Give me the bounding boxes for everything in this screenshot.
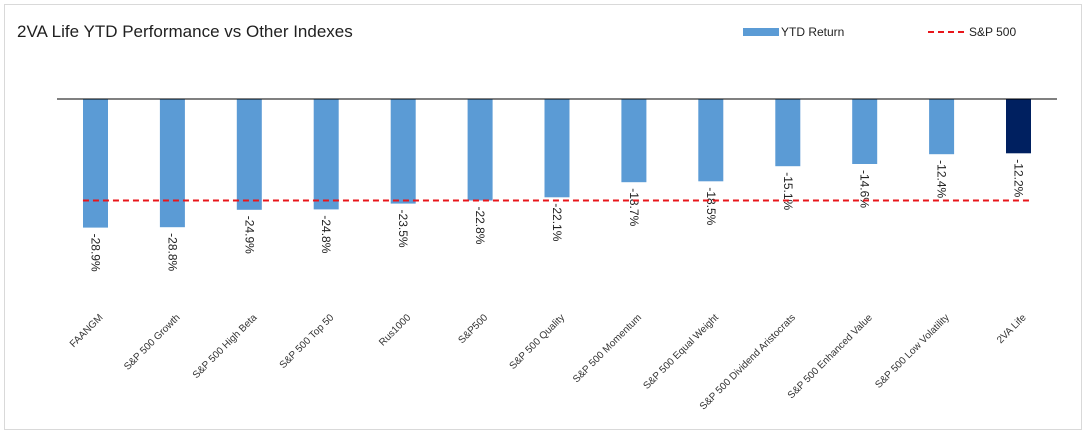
data-label-1: -28.8%: [165, 233, 179, 271]
category-label-8: S&P 500 Equal Weight: [642, 312, 722, 392]
legend-label-ytd-return: YTD Return: [781, 25, 844, 39]
data-label-8: -18.5%: [704, 187, 718, 225]
data-labels-group: -28.9% -28.8% -24.9% -24.8% -23.5% -22.8% -22.…: [88, 159, 1025, 272]
bar-3: [313, 99, 339, 210]
data-label-7: -18.7%: [627, 188, 641, 226]
bar-7: [621, 99, 647, 183]
category-label-4: Rus1000: [377, 312, 413, 348]
data-label-2: -24.9%: [242, 216, 256, 254]
category-label-6: S&P 500 Quality: [508, 312, 568, 372]
data-label-11: -12.4%: [935, 160, 949, 198]
category-labels-group: FAANGM S&P 500 Growth S&P 500 High Beta S&P…: [68, 312, 1029, 412]
data-label-3: -24.8%: [319, 215, 333, 253]
legend: YTD Return S&P 500: [743, 25, 1016, 39]
data-label-5: -22.8%: [473, 206, 487, 244]
category-label-12: 2VA Life: [995, 312, 1029, 346]
category-label-10: S&P 500 Enhanced Value: [786, 312, 875, 401]
category-label-7: S&P 500 Momentum: [571, 312, 644, 385]
bar-8: [698, 99, 724, 182]
category-label-1: S&P 500 Growth: [122, 312, 182, 372]
bar-5: [467, 99, 493, 201]
bar-12: [1006, 99, 1031, 154]
category-label-5: S&P500: [456, 312, 490, 346]
data-label-10: -14.6%: [858, 170, 872, 208]
bar-0: [83, 99, 108, 228]
category-label-0: FAANGM: [68, 312, 106, 350]
legend-label-sp500: S&P 500: [969, 25, 1016, 39]
bars-group: [83, 99, 1031, 228]
category-label-3: S&P 500 Top 50: [278, 312, 337, 371]
category-label-2: S&P 500 High Beta: [191, 312, 260, 381]
legend-swatch-ytd-return: [743, 28, 779, 36]
data-label-12: -12.2%: [1012, 159, 1026, 197]
bar-4: [390, 99, 416, 204]
bar-1: [159, 99, 185, 228]
bar-6: [544, 99, 570, 198]
bar-10: [852, 99, 878, 164]
data-label-9: -15.1%: [781, 172, 795, 210]
data-label-0: -28.9%: [88, 234, 102, 272]
data-label-6: -22.1%: [550, 203, 564, 241]
data-label-4: -23.5%: [396, 210, 410, 248]
bar-11: [929, 99, 955, 155]
bar-2: [236, 99, 262, 210]
bar-9: [775, 99, 801, 167]
category-label-11: S&P 500 Low Volatility: [873, 312, 951, 390]
chart-title: 2VA Life YTD Performance vs Other Indexe…: [17, 22, 353, 41]
